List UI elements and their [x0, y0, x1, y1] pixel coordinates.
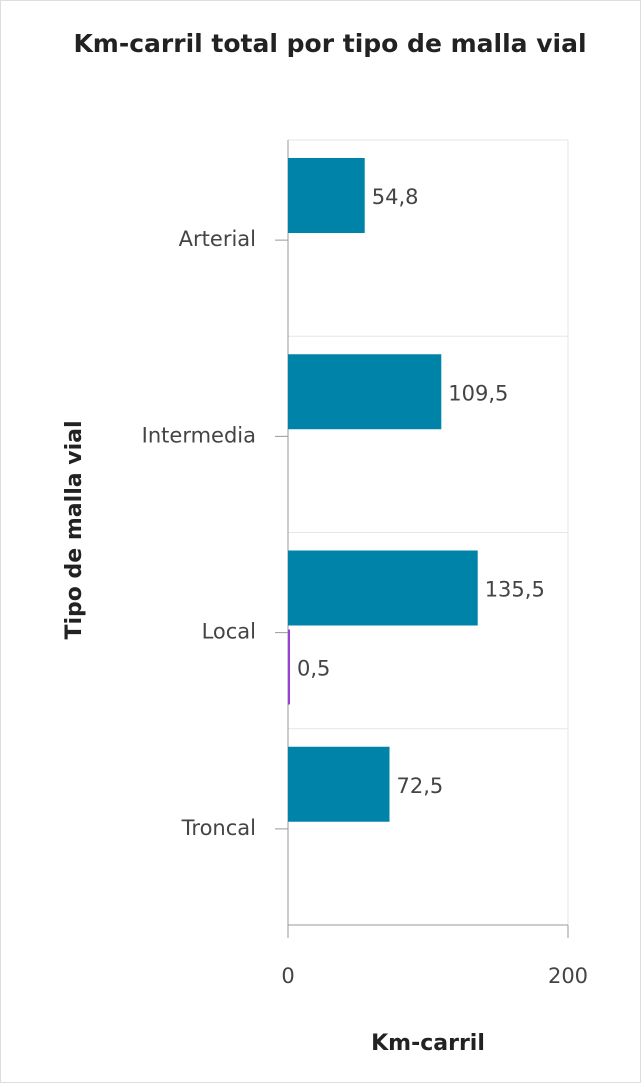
- y-tick-label: Troncal: [181, 816, 256, 840]
- value-label: 54,8: [372, 185, 419, 209]
- x-axis-title: Km-carril: [371, 1031, 485, 1056]
- y-tick-label: Intermedia: [142, 423, 256, 447]
- bar: [288, 629, 290, 705]
- x-tick-label: 0: [281, 964, 294, 988]
- bar: [288, 354, 442, 430]
- y-tick-label: Arterial: [179, 227, 256, 251]
- bar: [288, 550, 478, 626]
- value-label: 0,5: [297, 657, 330, 681]
- value-label: 72,5: [397, 774, 444, 798]
- bar: [288, 746, 390, 822]
- y-axis-title: Tipo de malla vial: [62, 420, 87, 639]
- value-label: 135,5: [485, 578, 545, 602]
- bar: [288, 158, 365, 233]
- y-tick-label: Local: [202, 620, 256, 644]
- chart-title: Km-carril total por tipo de malla vial: [73, 29, 586, 58]
- x-tick-label: 200: [548, 964, 588, 988]
- value-label: 109,5: [448, 381, 508, 405]
